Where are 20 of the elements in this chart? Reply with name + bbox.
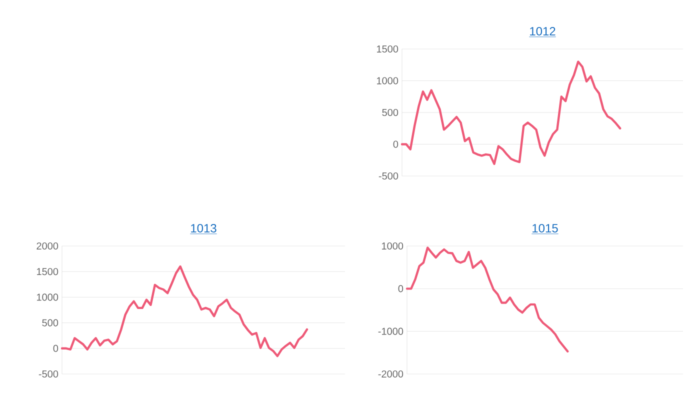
y-tick-label: -500 xyxy=(378,172,398,180)
y-tick-label: 0 xyxy=(53,344,58,352)
y-tick-label: 0 xyxy=(393,140,398,148)
line-series xyxy=(400,60,622,166)
chart-title: 1013 xyxy=(191,224,216,232)
y-tick-label: 1500 xyxy=(376,45,398,53)
line-series xyxy=(60,265,308,358)
chart-title: 1012 xyxy=(530,26,556,36)
y-tick-label: -500 xyxy=(38,370,58,378)
y-tick-label: 1000 xyxy=(36,294,58,301)
y-tick-label: -2000 xyxy=(378,370,404,378)
y-tick-label: 2000 xyxy=(36,242,58,250)
y-tick-label: 500 xyxy=(42,319,58,326)
y-tick-label: 0 xyxy=(398,285,404,292)
y-tick-label: 1000 xyxy=(376,77,398,84)
y-tick-label: 1500 xyxy=(36,268,58,276)
chart-title: 1015 xyxy=(532,224,558,232)
y-tick-label: -1000 xyxy=(378,328,404,335)
y-tick-label: 1000 xyxy=(382,242,404,250)
y-tick-label: 500 xyxy=(382,108,398,116)
